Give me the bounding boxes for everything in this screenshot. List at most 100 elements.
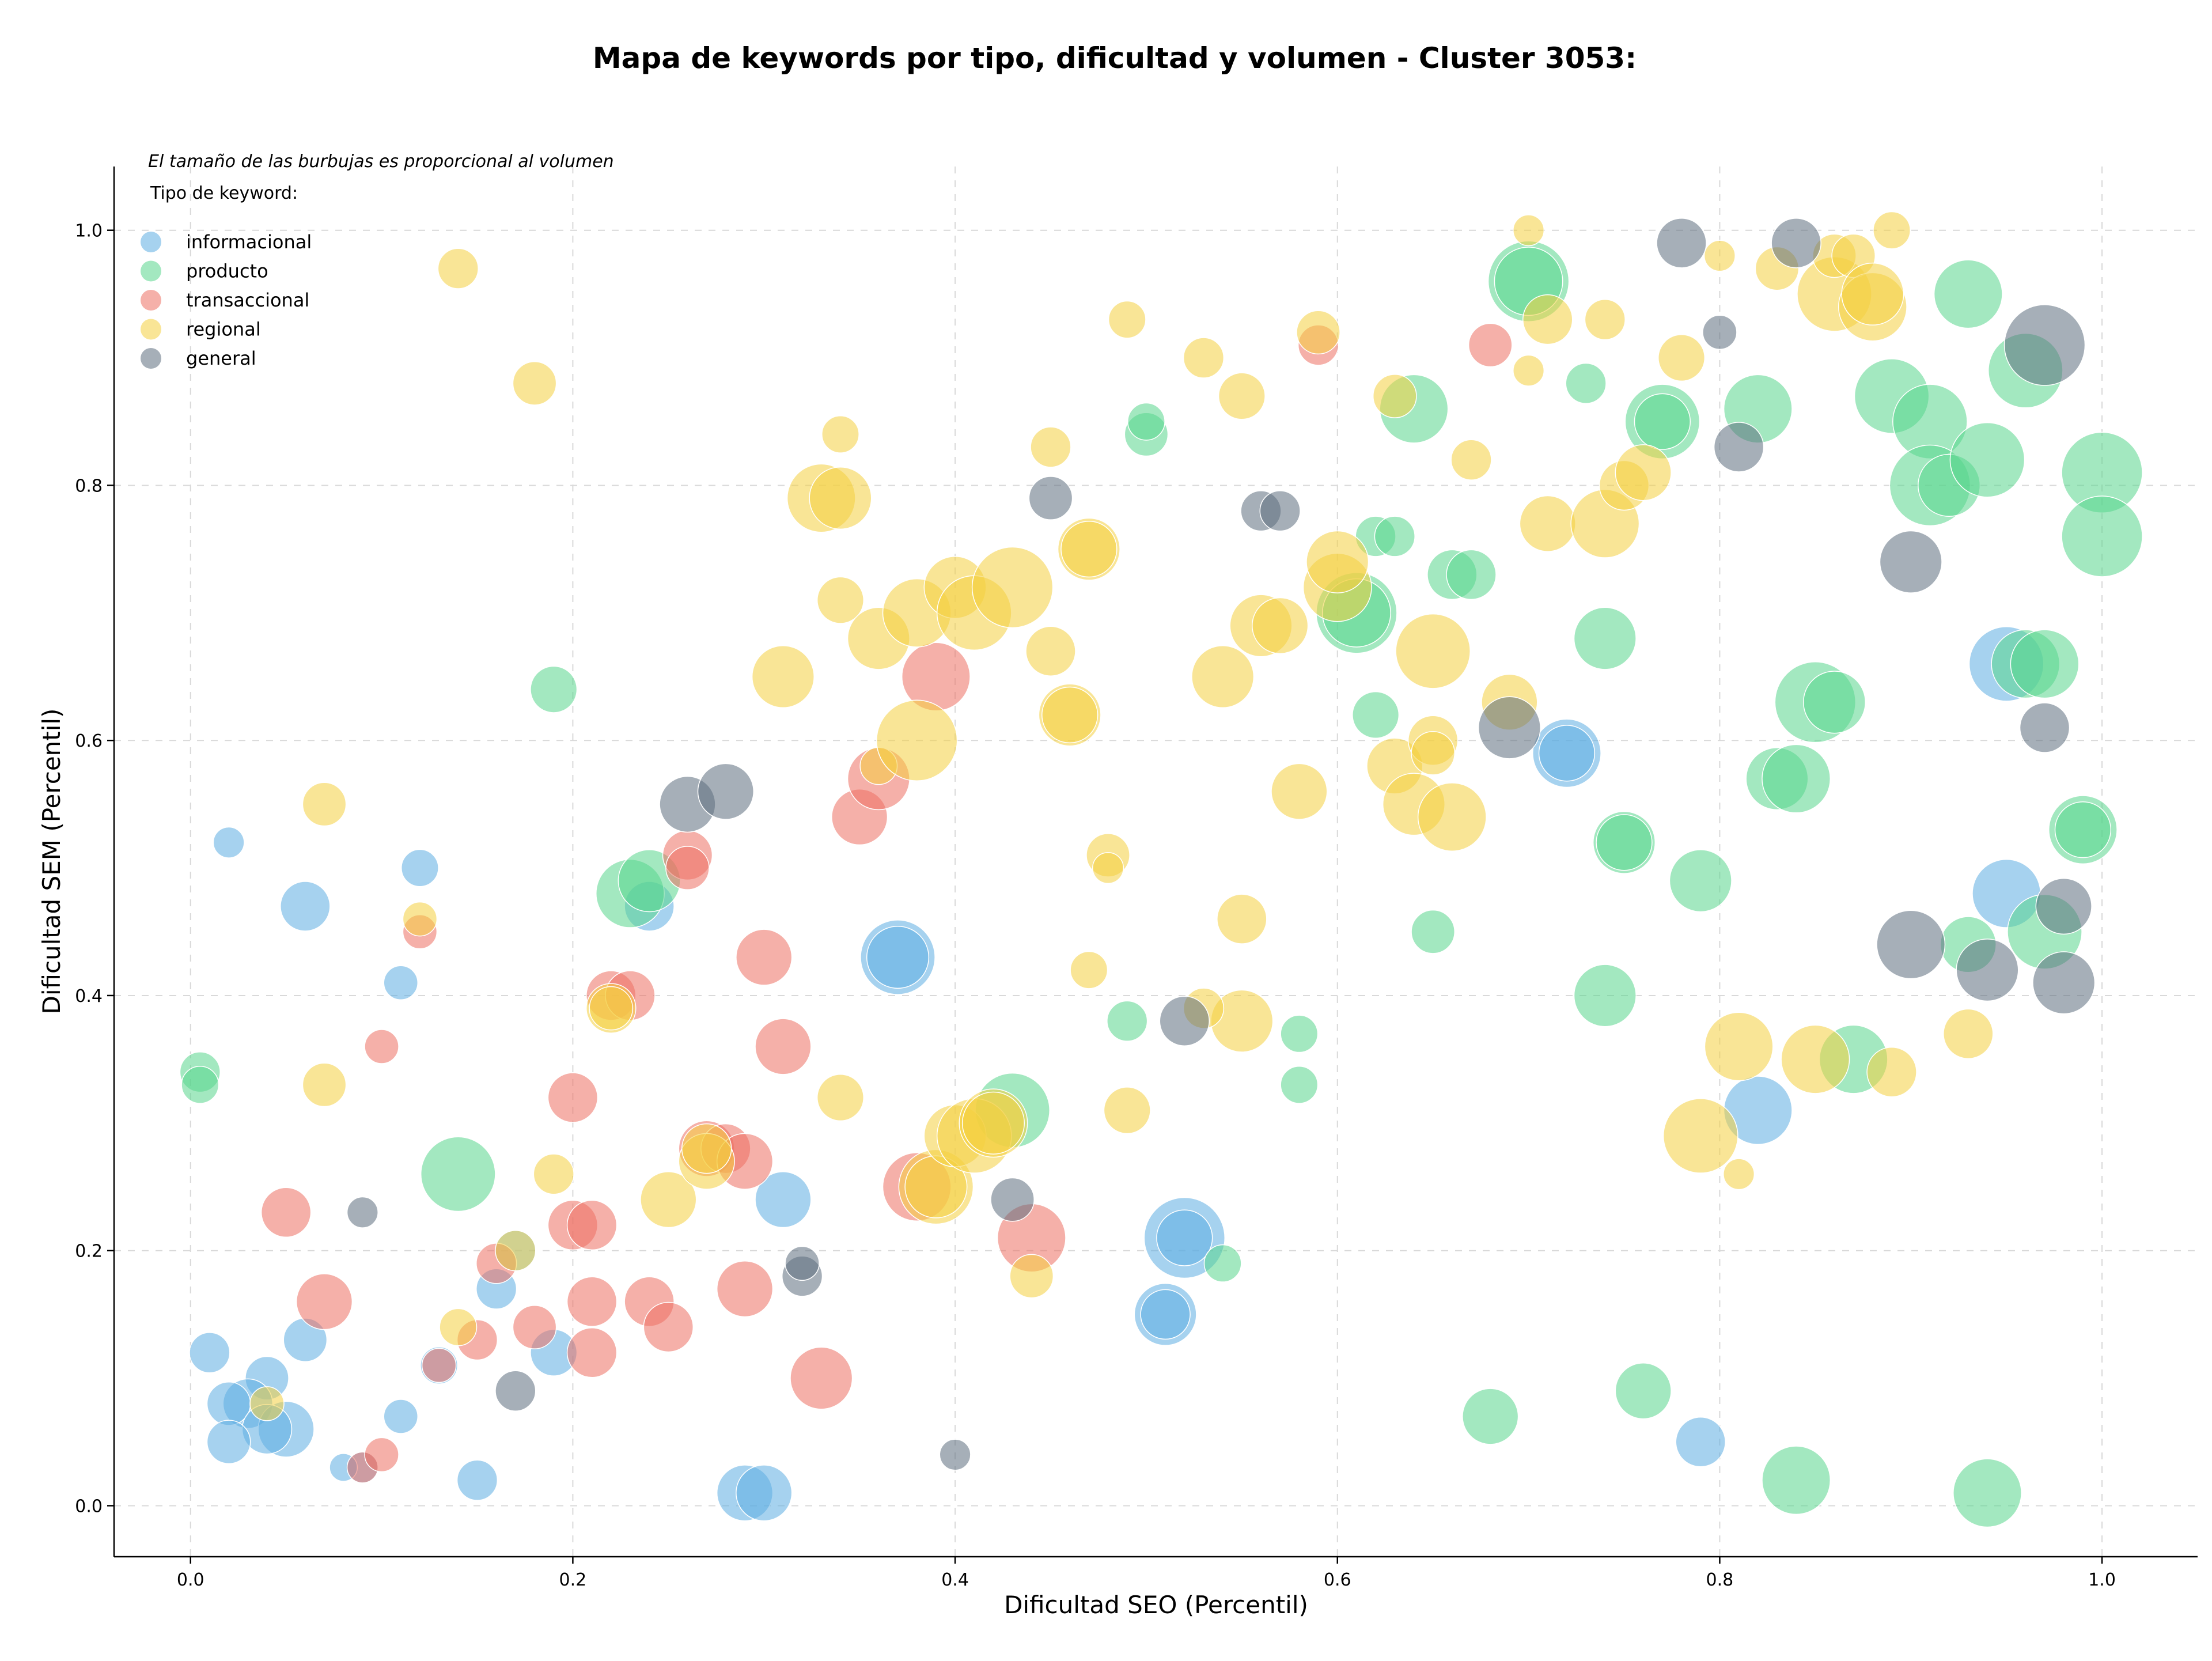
bubble-transaccional bbox=[665, 846, 710, 890]
bubble-general bbox=[1259, 490, 1301, 532]
chart-title: Mapa de keywords por tipo, dificultad y … bbox=[593, 41, 1637, 75]
bubble-regional bbox=[1841, 262, 1904, 326]
bubble-general bbox=[990, 1177, 1035, 1222]
bubble-general bbox=[939, 1439, 971, 1471]
bubble-transaccional bbox=[364, 1437, 399, 1473]
bubble-informacional bbox=[383, 1399, 419, 1434]
bubble-producto bbox=[1280, 1065, 1319, 1104]
bubble-general bbox=[1159, 996, 1210, 1046]
y-tick: 0.4 bbox=[75, 986, 114, 1007]
bubble-producto bbox=[181, 1065, 219, 1104]
legend-title: Tipo de keyword: bbox=[150, 183, 298, 203]
bubble-regional bbox=[751, 645, 815, 709]
y-axis-title: Dificultad SEM (Percentil) bbox=[37, 709, 66, 1015]
legend-label: transaccional bbox=[186, 289, 309, 311]
x-tick-label: 0.6 bbox=[1324, 1570, 1351, 1590]
legend-item-informacional: informacional bbox=[141, 231, 312, 253]
legend-marker bbox=[141, 232, 161, 252]
bubble-general bbox=[1879, 530, 1942, 593]
bubble-regional bbox=[1519, 495, 1576, 553]
legend-label: regional bbox=[186, 319, 261, 340]
bubble-regional bbox=[1662, 1098, 1738, 1174]
bubble-informacional bbox=[736, 1465, 793, 1522]
bubble-producto bbox=[1280, 1015, 1319, 1053]
bubble-regional bbox=[1271, 763, 1328, 820]
y-tick-label: 0.8 bbox=[75, 476, 103, 496]
bubble-regional bbox=[302, 782, 347, 827]
bubble-general bbox=[697, 763, 755, 820]
bubble-informacional bbox=[280, 881, 331, 932]
bubble-regional bbox=[1615, 444, 1672, 501]
y-tick: 0.2 bbox=[75, 1242, 114, 1262]
bubble-producto bbox=[1411, 909, 1456, 954]
bubble-regional bbox=[1513, 354, 1545, 387]
x-tick-label: 1.0 bbox=[2088, 1570, 2116, 1590]
bubble-regional bbox=[1041, 686, 1099, 744]
bubble-transaccional bbox=[643, 1301, 694, 1353]
bubble-regional bbox=[816, 576, 865, 624]
bubble-transaccional bbox=[260, 1187, 312, 1238]
bubble-producto bbox=[1127, 402, 1165, 441]
bubble-regional bbox=[1372, 374, 1417, 418]
bubble-general bbox=[2003, 304, 2086, 386]
series-transaccional bbox=[260, 323, 1513, 1484]
series-regional bbox=[249, 211, 1994, 1421]
bubble-regional bbox=[1070, 951, 1108, 989]
bubble-producto bbox=[1949, 422, 2025, 498]
bubble-regional bbox=[1108, 300, 1146, 339]
size-annotation: El tamaño de las burbujas es proporciona… bbox=[148, 152, 614, 172]
bubble-transaccional bbox=[566, 1276, 618, 1327]
legend-item-regional: regional bbox=[141, 319, 261, 340]
bubble-regional bbox=[876, 699, 958, 781]
bubble-transaccional bbox=[716, 1260, 774, 1318]
bubble-informacional bbox=[1140, 1289, 1191, 1340]
bubble-regional bbox=[1704, 1012, 1774, 1081]
bubble-informacional bbox=[213, 826, 245, 858]
bubble-regional bbox=[1296, 310, 1340, 355]
bubble-informacional bbox=[383, 965, 419, 1001]
bubble-regional bbox=[1191, 645, 1255, 709]
bubble-producto bbox=[1669, 849, 1732, 913]
bubble-regional bbox=[1060, 520, 1118, 578]
bubble-general bbox=[2035, 877, 2092, 935]
bubble-general bbox=[1478, 696, 1541, 759]
y-tick: 0.6 bbox=[75, 731, 114, 751]
x-tick-label: 0.2 bbox=[559, 1570, 587, 1590]
x-tick-label: 0.4 bbox=[941, 1570, 969, 1590]
bubble-general bbox=[2032, 951, 2096, 1015]
bubble-producto bbox=[1573, 607, 1637, 670]
legend-label: producto bbox=[186, 260, 268, 282]
bubble-producto bbox=[1462, 1388, 1519, 1445]
bubble-informacional bbox=[189, 1332, 230, 1374]
bubble-producto bbox=[530, 665, 578, 713]
bubble-informacional bbox=[1538, 725, 1596, 782]
bubble-regional bbox=[1092, 852, 1124, 884]
y-tick-label: 0.0 bbox=[75, 1496, 103, 1516]
bubble-transaccional bbox=[755, 1018, 812, 1075]
bubble-producto bbox=[1203, 1244, 1242, 1282]
bubble-general bbox=[346, 1196, 378, 1228]
bubble-regional bbox=[1417, 782, 1487, 852]
bubble-regional bbox=[1217, 894, 1267, 944]
bubble-producto bbox=[1374, 516, 1415, 557]
bubble-regional bbox=[1657, 334, 1706, 382]
bubble-general bbox=[1028, 476, 1073, 520]
bubble-producto bbox=[1596, 814, 1653, 871]
bubble-informacional bbox=[456, 1459, 498, 1501]
bubble-transaccional bbox=[421, 1348, 457, 1383]
bubble-transaccional bbox=[364, 1029, 399, 1064]
bubble-regional bbox=[1781, 1024, 1850, 1094]
bubble-regional bbox=[1584, 299, 1626, 340]
y-tick-label: 0.4 bbox=[75, 986, 103, 1007]
bubble-informacional bbox=[400, 849, 439, 887]
bubble-transaccional bbox=[566, 1200, 618, 1251]
bubble-regional bbox=[1411, 731, 1456, 775]
bubble-regional bbox=[437, 248, 479, 289]
bubble-regional bbox=[1513, 214, 1545, 247]
bubble-transaccional bbox=[790, 1346, 853, 1410]
bubble-general bbox=[1956, 939, 2019, 1002]
bubble-transaccional bbox=[512, 1305, 557, 1349]
bubble-regional bbox=[1009, 1254, 1054, 1299]
x-tick: 0.8 bbox=[1706, 1557, 1733, 1590]
legend-items: informacional producto transaccional region… bbox=[141, 231, 312, 369]
